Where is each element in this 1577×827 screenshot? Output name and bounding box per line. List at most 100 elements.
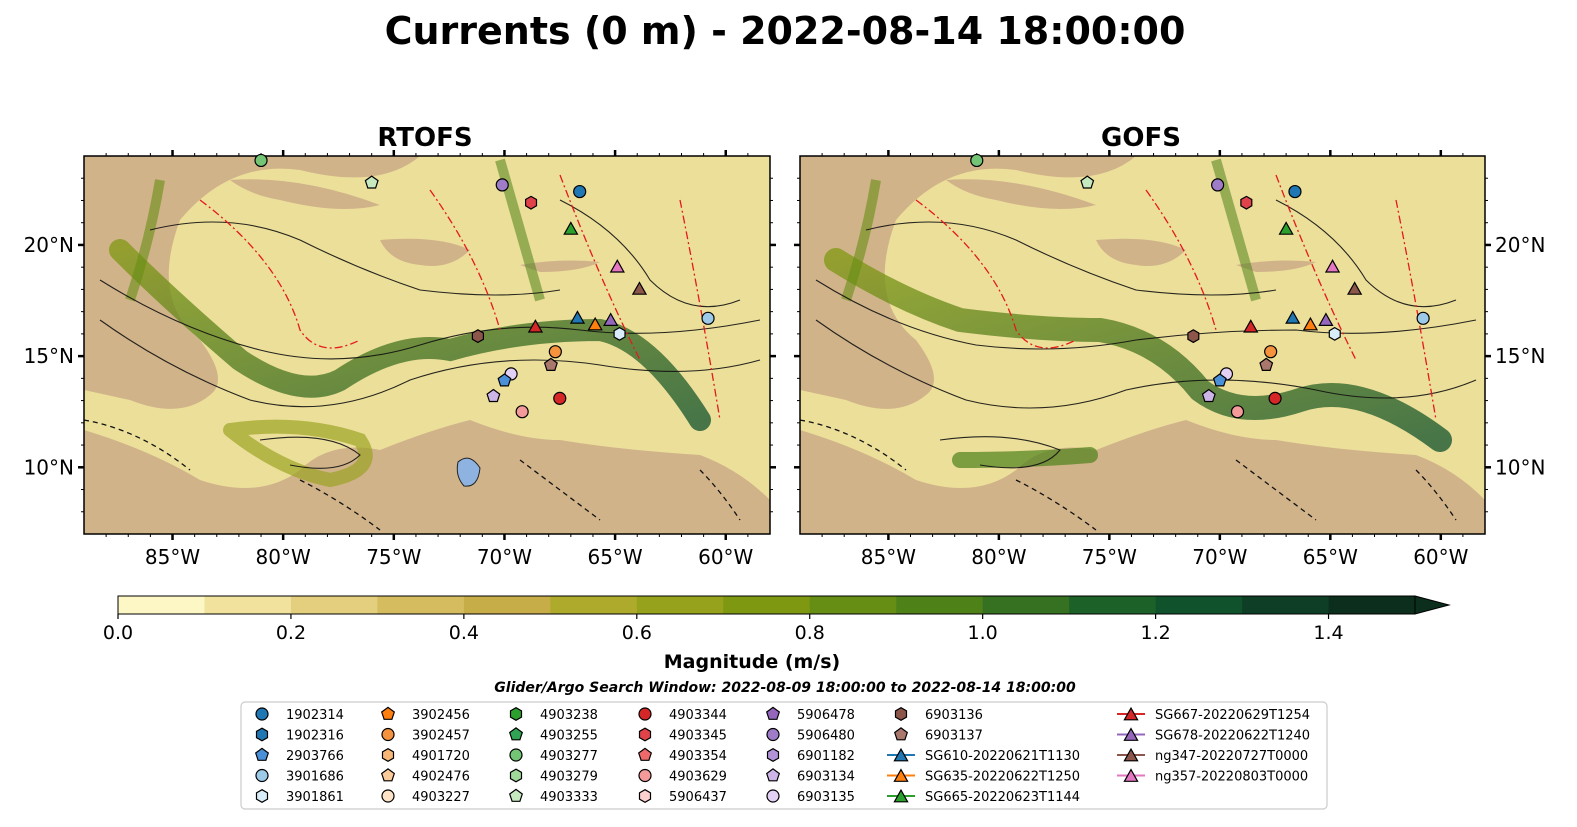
colorbar-segment [118, 596, 206, 614]
legend-label: 4903227 [412, 790, 470, 805]
colorbar-segment [1328, 596, 1416, 614]
landmass [946, 179, 1096, 209]
legend-marker [637, 747, 653, 761]
streamline [99, 279, 761, 360]
lat-tick-label: 15°N [1495, 344, 1545, 368]
legend-label: 4903277 [540, 749, 598, 764]
legend-label: 6903136 [925, 708, 983, 723]
lon-tick-label: 85°W [861, 545, 916, 569]
legend-label: SG610-20220621T1130 [925, 749, 1080, 764]
observation-marker [1211, 178, 1225, 192]
observation-marker [1187, 329, 1200, 344]
observation-marker [603, 312, 619, 326]
legend-label: ng357-20220803T0000 [1155, 770, 1308, 785]
legend-marker [893, 788, 909, 803]
landmass [800, 156, 1136, 409]
legend-marker [380, 706, 396, 720]
axis-ticks: 85°W 80°W 75°W 70°W 65°W 60°W 10°N 15°N 20°N [24, 150, 776, 569]
landmass [1096, 238, 1186, 266]
observation-marker [548, 345, 562, 359]
panel-frame [83, 155, 771, 535]
lon-tick-label: 65°W [1303, 545, 1358, 569]
current-jet [952, 447, 1098, 468]
current-jet [223, 419, 373, 488]
legend-marker [508, 727, 524, 741]
observation-marker [1259, 357, 1274, 371]
legend-marker [1123, 727, 1139, 741]
legend-marker [893, 747, 909, 762]
colorbar-segment [377, 596, 465, 614]
lon-tick-label: 80°W [971, 545, 1026, 569]
legend-label: 4903344 [669, 708, 727, 723]
streamline [865, 221, 1277, 296]
legend-marker [894, 707, 908, 721]
legend-label: 4903238 [540, 708, 598, 723]
observation-marker [364, 175, 379, 189]
landmass [1236, 260, 1316, 272]
observation-marker [1268, 391, 1282, 405]
observation-marker [1201, 388, 1216, 403]
observation-marker [527, 319, 544, 333]
legend: 1902314 1902316 2903766 3901686 3901861 39024… [254, 706, 1310, 805]
landmass [520, 260, 600, 272]
colorbar-segment [1155, 596, 1243, 614]
observation-marker [609, 259, 625, 273]
streamline [815, 279, 1477, 350]
observation-marker [587, 316, 603, 331]
colorbar-tick-label: 0.6 [622, 622, 652, 644]
legend-label: 4903354 [669, 749, 727, 764]
legend-marker [508, 788, 524, 802]
panel-frame [799, 155, 1486, 535]
observation-marker [1285, 310, 1301, 324]
legend-marker [766, 727, 780, 742]
lat-tick-label: 20°N [24, 233, 74, 257]
colorbar-segment [809, 596, 897, 614]
legend-marker [765, 706, 781, 720]
observation-marker [254, 153, 268, 168]
colorbar-segment [1242, 596, 1330, 614]
observation-marker [1240, 195, 1253, 210]
legend-label: 6903135 [797, 790, 855, 805]
current-jet [1211, 158, 1261, 302]
panel-rtofs: RTOFS 85°W 80°W 75°W 70°W 65°W 60°W 10°N 15°N 20… [24, 123, 776, 569]
colorbar: 0.0 0.2 0.4 0.6 0.8 1.0 1.2 1.4 [103, 595, 1451, 644]
colorbar-segment [204, 596, 292, 614]
legend-marker [509, 768, 523, 783]
lat-tick-label: 20°N [1495, 233, 1545, 257]
streamline [149, 221, 561, 296]
legend-label: 3901686 [286, 770, 344, 785]
streamline [1275, 199, 1457, 308]
legend-label: 4902476 [412, 770, 470, 785]
streamline [815, 319, 1477, 409]
legend-label: SG678-20220622T1240 [1155, 729, 1310, 744]
legend-marker [893, 727, 909, 741]
streamline [559, 199, 741, 308]
observation-marker [631, 281, 648, 295]
legend-label: 4903629 [669, 770, 727, 785]
landmass [84, 420, 770, 534]
legend-marker [1123, 747, 1139, 762]
legend-marker [638, 727, 652, 742]
legend-marker [638, 789, 652, 803]
lat-tick-label: 10°N [1495, 455, 1545, 479]
colorbar-tick-label: 1.2 [1140, 622, 1170, 644]
observation-marker [1416, 311, 1430, 325]
legend-label: 4901720 [412, 749, 470, 764]
observation-marker [1318, 312, 1334, 326]
search-window-text: Glider/Argo Search Window: 2022-08-09 18… [494, 680, 1076, 696]
observation-marker [1243, 319, 1259, 333]
lon-tick-label: 75°W [1082, 545, 1137, 569]
chart-title: Currents (0 m) - 2022-08-14 18:00:00 [385, 9, 1186, 53]
legend-label: 6901182 [797, 749, 855, 764]
border [83, 419, 741, 531]
observation-marker [1288, 184, 1302, 199]
panel-gofs: GOFS 85°W 80°W 75°W 70°W 65°W 60°W 10°N 15°N 20°… [794, 123, 1545, 569]
legend-marker [255, 789, 269, 803]
legend-marker [381, 727, 395, 742]
lon-tick-label: 70°W [1192, 545, 1247, 569]
legend-marker [638, 768, 652, 783]
observation-marker [553, 391, 567, 405]
legend-marker [255, 768, 269, 783]
legend-marker [380, 768, 396, 782]
lon-tick-label: 75°W [366, 545, 421, 569]
